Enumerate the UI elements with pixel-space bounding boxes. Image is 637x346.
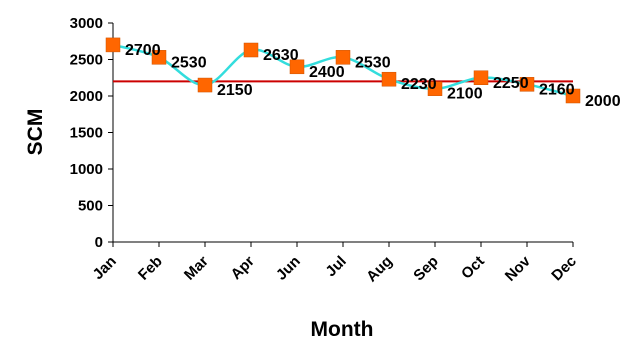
x-tick-label: Dec	[548, 253, 579, 284]
data-label: 2630	[263, 47, 299, 64]
data-label: 2160	[539, 81, 575, 98]
data-label: 2400	[309, 64, 345, 81]
x-tick-label: Aug	[363, 253, 396, 286]
x-tick-label: Jul	[322, 253, 349, 280]
data-label: 2100	[447, 86, 483, 103]
data-point-marker	[565, 88, 581, 104]
y-tick-label: 3000	[70, 15, 103, 32]
x-tick-label: Jun	[273, 253, 304, 284]
data-labels: 2700 2530 2150 2630 2400 2530 2230 2100 2250 2160…	[125, 42, 621, 110]
x-tick-label: Oct	[458, 253, 488, 283]
data-point-marker	[335, 50, 351, 65]
x-tick-label: Sep	[410, 253, 441, 284]
y-tick-label: 1500	[70, 125, 103, 142]
y-tick-label: 1000	[70, 161, 103, 178]
data-label: 2230	[401, 76, 437, 93]
x-tick-label: Mar	[181, 253, 212, 284]
y-tick-label: 2000	[70, 88, 103, 105]
data-point-marker	[289, 59, 305, 75]
data-point-marker	[243, 42, 259, 58]
x-tick-label: Feb	[135, 253, 166, 284]
series-group	[105, 37, 581, 104]
data-label: 2250	[493, 75, 529, 92]
data-label: 2150	[217, 82, 253, 99]
data-point-marker	[197, 77, 213, 93]
data-point-marker	[151, 50, 167, 65]
data-label: 2530	[355, 54, 391, 71]
data-point-marker	[105, 37, 121, 53]
data-point-marker	[519, 77, 535, 92]
x-axis-title: Month	[311, 318, 374, 341]
data-label: 2530	[171, 54, 207, 71]
y-axis-title: SCM	[24, 109, 47, 156]
y-tick-label: 0	[95, 234, 103, 251]
x-tick-label: Jan	[90, 253, 120, 283]
y-tick-label: 500	[78, 198, 103, 215]
x-tick-label: Apr	[228, 253, 258, 283]
x-tick-label: Nov	[502, 252, 535, 285]
data-label: 2000	[585, 93, 621, 110]
data-point-marker	[473, 70, 489, 85]
data-point-marker	[427, 81, 443, 96]
y-tick-label: 2500	[70, 52, 103, 69]
data-point-marker	[381, 71, 397, 87]
data-label: 2700	[125, 42, 161, 59]
